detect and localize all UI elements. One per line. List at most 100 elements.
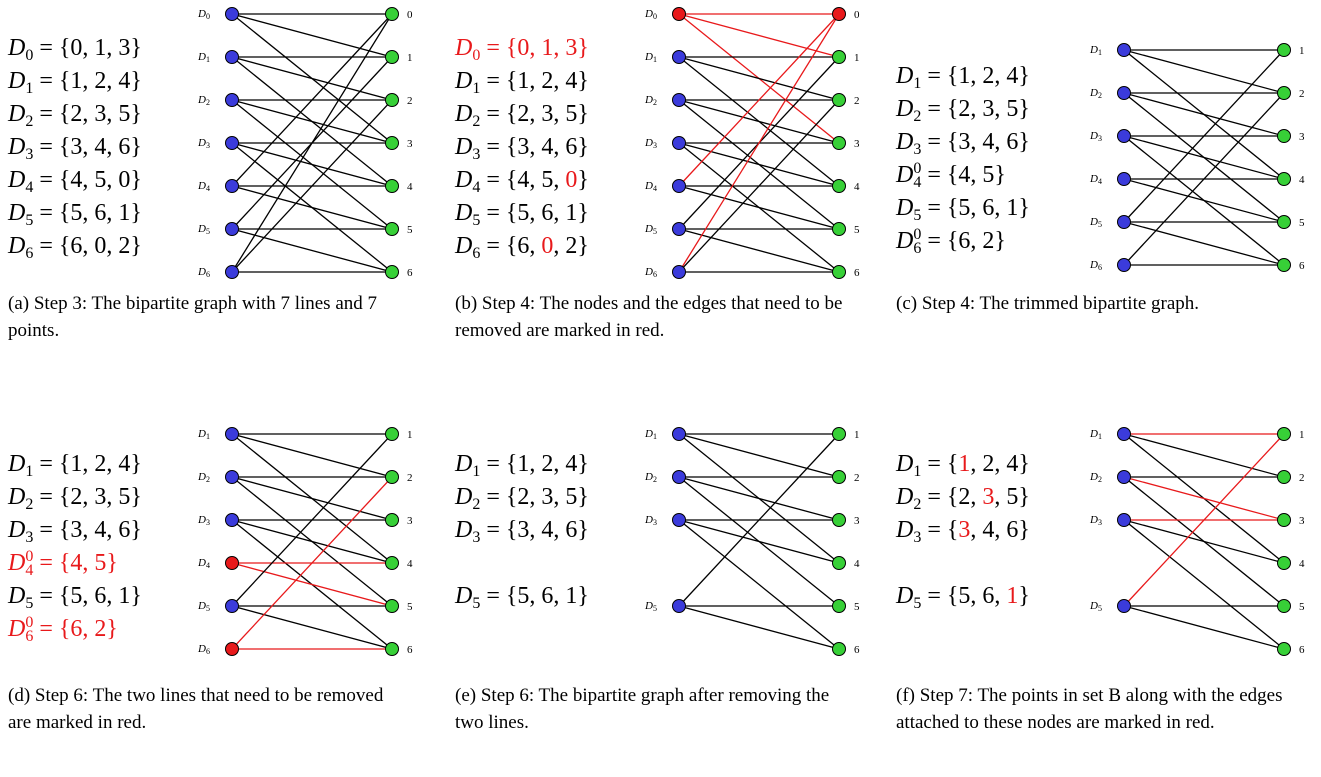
set-comma: ,	[529, 233, 542, 259]
set-equals: = {	[33, 550, 71, 576]
line-node-letter: D	[197, 94, 206, 106]
set-comma: ,	[553, 200, 566, 226]
edge-D2-3	[231, 476, 393, 521]
line-node-letter: D	[644, 266, 653, 278]
point-node-5	[1277, 215, 1291, 229]
point-node-label: 4	[854, 558, 860, 570]
set-comma: ,	[553, 451, 566, 477]
set-definition: D1 = {1, 2, 4}	[455, 65, 589, 98]
edge-D5-1	[678, 433, 840, 607]
set-comma: ,	[106, 451, 119, 477]
set-element: 4	[565, 68, 578, 94]
set-element: 1	[517, 451, 530, 477]
line-node-label: D1	[644, 428, 657, 441]
set-element: 3	[94, 101, 107, 127]
set-element: 1	[565, 200, 578, 226]
point-node-label: 2	[854, 472, 860, 484]
point-node-0	[832, 7, 846, 21]
point-node-4	[832, 179, 846, 193]
line-node-index: 5	[1098, 604, 1102, 613]
set-element: 6	[70, 616, 83, 642]
edge-D5-6	[678, 228, 840, 273]
edge-D1-2	[1123, 433, 1285, 478]
line-node-label: D3	[197, 137, 210, 150]
set-equals: = {	[33, 101, 71, 127]
set-name: D	[8, 616, 26, 642]
line-node-letter: D	[644, 223, 653, 235]
set-element: 4	[1006, 451, 1019, 477]
set-element: 6	[541, 583, 554, 609]
line-node-index: 3	[206, 518, 210, 527]
line-node-letter: D	[644, 137, 653, 149]
set-element: 3	[958, 129, 971, 155]
point-node-label: 6	[407, 267, 413, 279]
point-node-3	[385, 136, 399, 150]
line-node-label: D2	[644, 94, 657, 107]
point-node-label: 2	[1299, 88, 1305, 100]
line-node-letter: D	[1089, 471, 1098, 483]
set-subscript: 1	[472, 80, 481, 97]
point-node-label: 1	[1299, 429, 1305, 441]
set-close: }	[1018, 451, 1030, 477]
set-comma: ,	[82, 517, 95, 543]
set-subscript: 1	[913, 75, 922, 92]
set-close: }	[1018, 63, 1030, 89]
set-comma: ,	[970, 484, 983, 510]
point-node-label: 1	[854, 429, 860, 441]
set-name: D	[455, 68, 473, 94]
point-node-4	[385, 556, 399, 570]
caption-text: Step 4: The nodes and the edges that nee…	[455, 293, 843, 341]
line-node-letter: D	[197, 137, 206, 149]
edge-D2-3	[231, 99, 393, 144]
set-element: 2	[517, 101, 530, 127]
set-comma: ,	[994, 63, 1007, 89]
edge-D6-0	[231, 13, 393, 273]
panel-caption: (f) Step 7: The points in set B along wi…	[896, 682, 1296, 736]
set-element: 3	[94, 484, 107, 510]
line-node-index: 1	[653, 55, 657, 64]
set-comma: ,	[970, 583, 983, 609]
set-element: 3	[541, 484, 554, 510]
line-node-D1	[225, 427, 239, 441]
line-node-label: D4	[197, 180, 210, 193]
point-node-5	[385, 599, 399, 613]
set-subscript: 5	[25, 212, 34, 229]
set-element: 2	[958, 96, 971, 122]
set-definition: D3 = {3, 4, 6}	[8, 514, 142, 547]
set-close: }	[577, 101, 589, 127]
line-node-index: 6	[206, 647, 210, 656]
point-node-label: 4	[1299, 174, 1305, 186]
set-equals: = {	[921, 451, 959, 477]
edge-D5-1	[1123, 433, 1285, 607]
set-element: 1	[1006, 195, 1019, 221]
set-subscript: 2	[472, 113, 481, 130]
set-close: }	[577, 484, 589, 510]
point-node-1	[385, 50, 399, 64]
set-name: D	[8, 68, 26, 94]
line-node-letter: D	[197, 266, 206, 278]
set-equals: = {	[480, 484, 518, 510]
set-comma: ,	[106, 484, 119, 510]
set-element: 4	[70, 167, 83, 193]
set-comma: ,	[529, 101, 542, 127]
set-subscript: 4	[472, 179, 481, 196]
set-subscript: 6	[25, 628, 34, 646]
set-list: D1 = {1, 2, 4} D2 = {2, 3, 5} D3 = {3, 4, …	[8, 448, 142, 646]
edge-D5-6	[1123, 605, 1285, 650]
edge-D5-1	[1123, 49, 1285, 223]
line-node-index: 4	[1098, 177, 1102, 186]
point-node-2	[832, 93, 846, 107]
point-node-label: 5	[854, 601, 860, 613]
set-name: D	[8, 35, 26, 61]
set-comma: ,	[106, 200, 119, 226]
set-equals: = {	[33, 200, 71, 226]
set-subscript: 1	[25, 463, 34, 480]
point-node-4	[385, 179, 399, 193]
set-element: 1	[541, 35, 554, 61]
point-node-5	[385, 222, 399, 236]
line-node-label: D6	[644, 266, 657, 279]
